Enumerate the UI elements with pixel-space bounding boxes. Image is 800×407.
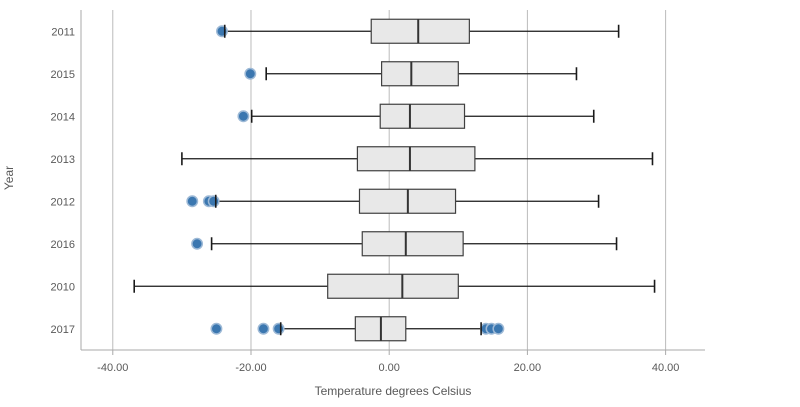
y-tick-label: 2011: [51, 26, 75, 38]
box-2016[interactable]: [361, 231, 464, 257]
outlier-point-2016[interactable]: [191, 237, 204, 250]
x-axis-title: Temperature degrees Celsius: [314, 384, 472, 398]
outlier-point-2014[interactable]: [237, 110, 250, 123]
outlier-point-2011[interactable]: [216, 25, 228, 38]
y-tick-label: 2013: [51, 154, 75, 166]
box-2013[interactable]: [356, 146, 476, 172]
x-tick-label: 40.00: [652, 362, 680, 374]
outlier-point-2017[interactable]: [492, 322, 505, 335]
outlier-point-2012[interactable]: [207, 195, 220, 208]
outlier-point-2017[interactable]: [257, 322, 270, 335]
y-tick-label: 2014: [51, 111, 75, 123]
outlier-point-2017[interactable]: [272, 322, 285, 335]
outlier-point-2015[interactable]: [244, 67, 257, 80]
y-tick-label: 2012: [51, 196, 75, 208]
y-tick-label: 2010: [51, 281, 75, 293]
x-tick-label: 20.00: [514, 362, 542, 374]
box-2010[interactable]: [327, 273, 459, 299]
outlier-point-2017[interactable]: [210, 322, 223, 335]
y-tick-label: 2016: [51, 239, 75, 251]
box-2011[interactable]: [370, 18, 470, 44]
y-axis-title: Year: [2, 165, 16, 191]
x-tick-label: -40.00: [97, 362, 128, 374]
x-tick-label: -20.00: [235, 362, 266, 374]
outlier-point-2012[interactable]: [186, 195, 199, 208]
box-2015[interactable]: [380, 61, 459, 87]
y-tick-label: 2015: [51, 69, 75, 81]
x-tick-label: 0.00: [378, 362, 399, 374]
y-tick-label: 2017: [51, 324, 75, 336]
box-2014[interactable]: [379, 103, 466, 129]
